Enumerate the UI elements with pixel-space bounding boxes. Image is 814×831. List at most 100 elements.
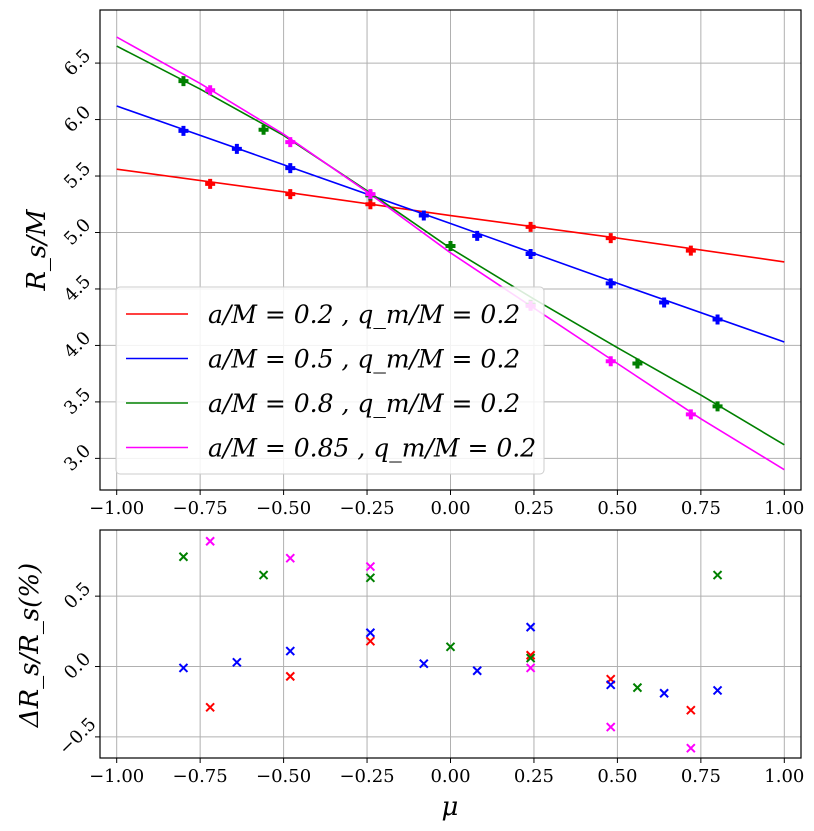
series-2-x-marker [232,657,242,668]
legend-box [115,286,545,475]
bottom-x-tick-labels: −1.00 −0.75 −0.50 −0.25 0.00 0.25 0.50 0.75 1.00 [89,766,804,787]
series-1-plus-marker [605,233,616,244]
top-y-tick-label: 5.5 [60,158,95,193]
series-3-x-marker [178,552,189,562]
bottom-panel-markers [178,536,723,753]
series-2-plus-marker [231,143,242,154]
series-1-x-marker [525,650,536,660]
series-3-plus-marker [632,358,643,369]
bottom-x-tick-label: 0.75 [681,766,721,787]
top-x-tick-label: −0.50 [256,498,311,519]
series-4-x-marker [365,561,376,572]
bottom-x-tick-label: −1.00 [89,766,144,787]
top-y-tick-label: 5.0 [60,215,95,250]
series-1-plus-marker [685,245,696,256]
series-3-plus-marker [258,124,269,135]
series-2-x-marker [659,688,669,698]
legend-label-1: a/M = 0.2 , q_m/M = 0.2 [208,300,520,329]
series-2-x-marker [365,628,376,638]
series-4-plus-marker [685,409,696,420]
series-1-plus-marker [525,221,536,232]
series-1-x-marker [205,702,215,713]
series-3-x-marker [525,653,536,663]
series-2-plus-marker [712,314,723,325]
top-y-tick-label: 3.5 [60,384,95,419]
series-4-x-marker [285,553,295,563]
series-4-curve [116,36,785,471]
bottom-x-tick-label: 0.25 [514,766,554,787]
top-x-tick-labels: −1.00 −0.75 −0.50 −0.25 0.00 0.25 0.50 0.75 1.00 [89,498,804,519]
bottom-y-tick-label: 0.5 [60,578,95,613]
top-y-tick-label: 4.0 [60,328,95,363]
top-y-tick-label: 4.5 [60,271,95,306]
top-y-tick-labels: 3.0 3.5 4.0 4.5 5.0 5.5 6.0 6.5 [60,45,95,475]
series-1-curve [116,168,785,263]
series-1-x-marker [365,636,376,646]
series-1-plus-marker [365,199,376,210]
series-3-x-marker [632,682,643,693]
bottom-y-tick-label: 0.0 [60,649,95,684]
top-x-tick-label: 0.25 [514,498,554,519]
series-2-plus-marker [178,125,189,136]
top-x-tick-label: 0.75 [681,498,721,519]
series-1-plus-marker [205,178,216,189]
top-panel-frame [99,9,802,491]
legend-label-4: a/M = 0.85 , q_m/M = 0.2 [208,434,536,463]
legend: a/M = 0.2 , q_m/M = 0.2 a/M = 0.5 , q_m/M… [115,286,545,475]
series-3-x-marker [712,570,723,580]
bottom-x-tick-label: 1.00 [764,766,804,787]
bottom-x-tick-label: 0.50 [597,766,637,787]
series-4-plus-marker [205,85,216,96]
series-2-x-marker [419,658,429,669]
top-x-tick-label: −0.75 [173,498,228,519]
series-2-plus-marker [605,278,616,289]
series-2-x-marker [525,622,536,632]
top-y-tick-label: 6.0 [60,102,95,137]
top-x-tick-label: −1.00 [89,498,144,519]
bottom-x-tick-label: −0.25 [339,766,394,787]
series-2-x-marker [472,666,482,676]
bottom-x-tick-label: 0.00 [430,766,470,787]
series-2-curve [116,105,785,343]
series-1-x-marker [285,671,295,682]
series-4-x-marker [686,743,696,753]
x-axis-label: μ [442,792,459,822]
series-4-x-marker [606,722,616,732]
series-2-plus-marker [285,163,296,174]
top-x-tick-label: 0.00 [430,498,470,519]
series-3-x-marker [365,573,376,583]
series-4-plus-marker [285,137,296,148]
series-3-plus-marker [178,76,189,87]
legend-label-2: a/M = 0.5 , q_m/M = 0.2 [208,345,520,374]
top-y-axis-label: R_s/M [22,208,52,292]
series-2-plus-marker [418,210,429,221]
series-2-x-marker [285,646,295,656]
series-3-x-marker [258,570,269,580]
series-4-x-marker [525,663,536,673]
bottom-x-tick-label: −0.50 [256,766,311,787]
series-3-plus-marker [712,401,723,412]
series-3-plus-marker [445,241,456,252]
series-3-x-marker [445,642,456,652]
top-x-tick-label: 0.50 [597,498,637,519]
top-x-tick-label: 1.00 [764,498,804,519]
bottom-y-tick-label: −0.5 [55,714,101,760]
series-2-x-marker [606,680,616,690]
series-2-plus-marker [659,297,670,308]
series-4-x-marker [205,536,215,546]
bottom-y-axis-label: ΔR_s/R_s(%) [15,563,45,728]
top-y-tick-label: 3.0 [60,440,95,475]
series-2-plus-marker [525,248,536,259]
top-x-tick-label: −0.25 [339,498,394,519]
bottom-x-tick-label: −0.75 [173,766,228,787]
series-4-plus-marker [605,356,616,367]
series-2-plus-marker [472,230,483,241]
series-4-plus-marker [365,189,376,200]
series-2-x-marker [712,685,723,696]
series-2-x-marker [178,663,189,673]
bottom-y-tick-labels: −0.5 0.0 0.5 [55,578,101,759]
legend-label-3: a/M = 0.8 , q_m/M = 0.2 [208,389,520,418]
bottom-panel-grid [95,530,801,763]
series-1-plus-marker [285,189,296,200]
